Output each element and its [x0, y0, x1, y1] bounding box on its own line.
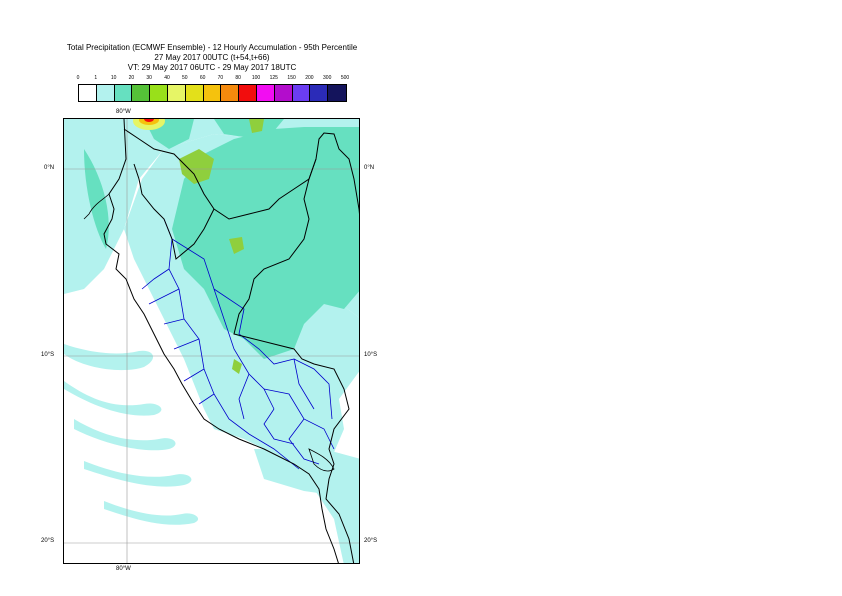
map-canvas: [64, 119, 359, 563]
color-legend: 0 1 10 20 30 40 50 60 70 80 100 125 150 200 300 500: [76, 75, 350, 103]
legend-swatch: [328, 85, 346, 101]
legend-swatch: [79, 85, 97, 101]
legend-swatch: [221, 85, 240, 101]
legend-label: 100: [251, 75, 261, 81]
lon-label-bottom: 80°W: [116, 566, 131, 572]
map-title-line-2: 27 May 2017 00UTC (t+54,t+66): [154, 53, 270, 62]
precipitation-map: [63, 118, 360, 564]
lon-label-top: 80°W: [116, 109, 131, 115]
extreme-precip-hotspot: [133, 119, 165, 130]
legend-label: 40: [164, 75, 170, 81]
legend-color-bar: [78, 84, 347, 102]
legend-label: 30: [146, 75, 152, 81]
legend-swatch: [310, 85, 329, 101]
legend-swatch: [114, 85, 133, 101]
legend-label: 150: [287, 75, 296, 81]
legend-label: 80: [235, 75, 241, 81]
heavy-precip-patches: [179, 119, 264, 374]
lat-label-20s-right: 20°S: [364, 538, 378, 544]
moderate-precip-field: [84, 119, 359, 359]
legend-swatch: [185, 85, 204, 101]
legend-swatch: [132, 85, 151, 101]
legend-swatch: [292, 85, 311, 101]
legend-swatch: [96, 85, 115, 101]
legend-swatch: [167, 85, 186, 101]
legend-label: 125: [269, 75, 278, 81]
legend-label: 70: [217, 75, 224, 81]
legend-labels: 0 1 10 20 30 40 50 60 70 80 100 125 150 200 300 500: [76, 75, 350, 83]
legend-label: 60: [199, 75, 206, 81]
legend-swatch: [274, 85, 293, 101]
lat-label-20s-left: 20°S: [41, 538, 55, 544]
coastline-and-borders: [83, 119, 359, 563]
lat-label-10s-left: 10°S: [41, 352, 55, 358]
legend-label: 500: [340, 75, 350, 81]
lat-label-0-right: 0°N: [364, 165, 375, 171]
lat-label-0-left: 0°N: [44, 165, 55, 171]
regional-boundaries: [141, 218, 335, 470]
legend-swatch: [239, 85, 257, 101]
legend-label: 1: [94, 75, 98, 81]
map-title-line-1: Total Precipitation (ECMWF Ensemble) - 1…: [66, 43, 358, 52]
legend-label: 20: [128, 75, 135, 81]
graticule: [64, 119, 359, 563]
lat-label-10s-right: 10°S: [364, 352, 378, 358]
map-title-line-3: VT: 29 May 2017 06UTC - 29 May 2017 18UT…: [127, 63, 297, 72]
legend-swatch: [150, 85, 168, 101]
legend-swatch: [256, 85, 275, 101]
legend-label: 50: [182, 75, 188, 81]
legend-label: 10: [110, 75, 117, 81]
legend-label: 200: [305, 75, 314, 81]
legend-label: 0: [76, 75, 80, 81]
legend-swatch: [203, 85, 222, 101]
legend-label: 300: [323, 75, 332, 81]
